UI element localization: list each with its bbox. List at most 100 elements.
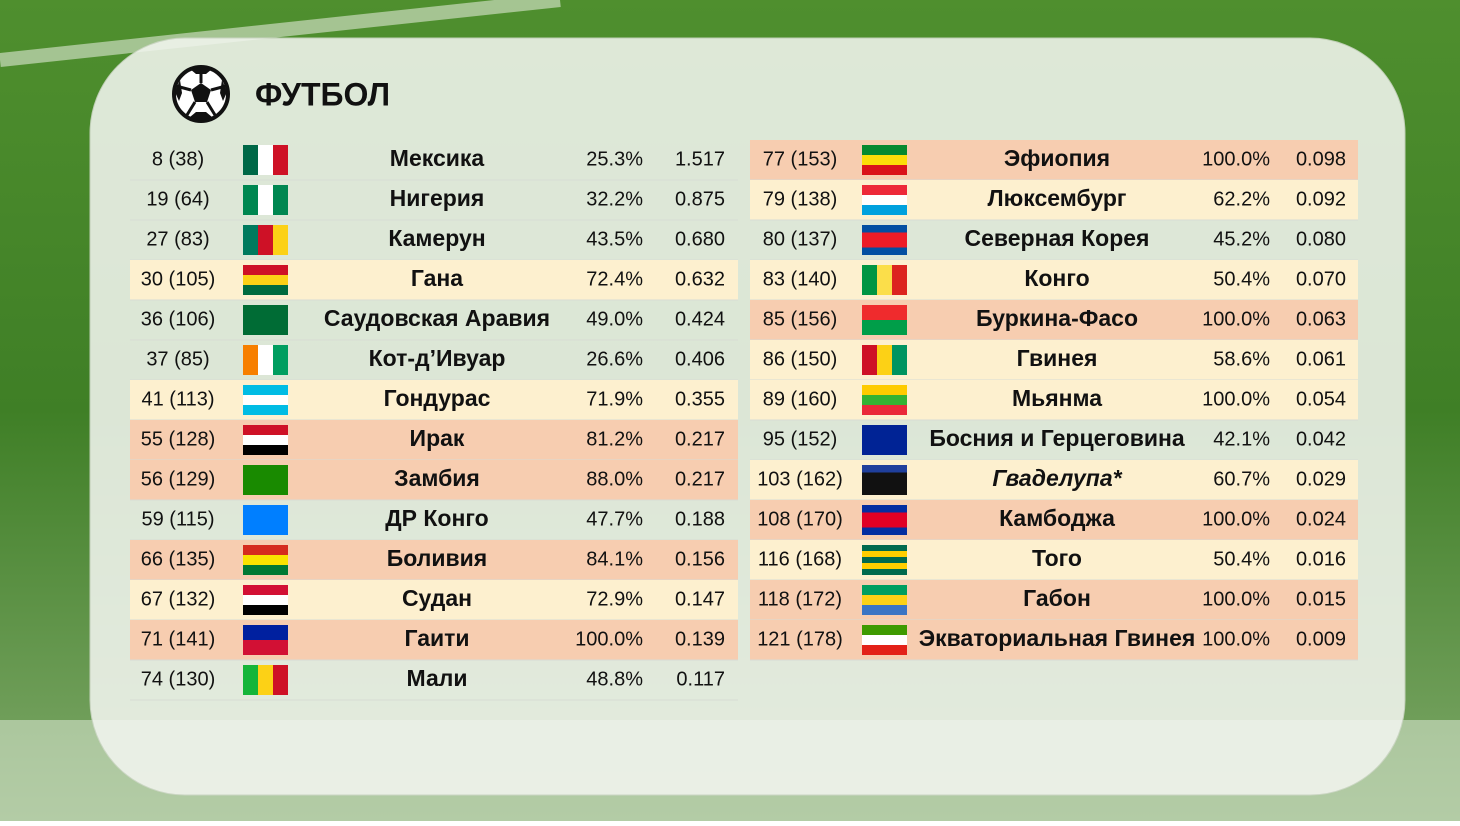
share: 62.2% bbox=[1213, 188, 1270, 210]
flag bbox=[862, 585, 907, 615]
share: 100.0% bbox=[1202, 148, 1270, 170]
rank: 79 (138) bbox=[763, 188, 838, 210]
row-background bbox=[750, 300, 1358, 340]
flag bbox=[243, 265, 288, 295]
flag bbox=[243, 545, 288, 575]
flag bbox=[243, 305, 288, 335]
flag-stripe bbox=[243, 285, 288, 295]
row-background bbox=[750, 460, 1358, 500]
flag bbox=[862, 185, 907, 215]
flag bbox=[243, 385, 288, 415]
share: 43.5% bbox=[586, 228, 643, 250]
table-row: 108 (170) Камбоджа 100.0% 0.024 bbox=[750, 500, 1358, 541]
value: 0.217 bbox=[675, 428, 725, 450]
flag-stripe bbox=[862, 425, 907, 455]
table-row: 27 (83) Камерун 43.5% 0.680 bbox=[130, 225, 738, 261]
table-row: 80 (137) Северная Корея 45.2% 0.080 bbox=[750, 225, 1358, 261]
table-row: 83 (140) Конго 50.4% 0.070 bbox=[750, 260, 1358, 301]
rank: 55 (128) bbox=[141, 428, 216, 450]
value: 0.063 bbox=[1296, 308, 1346, 330]
value: 0.147 bbox=[675, 588, 725, 610]
table-row: 77 (153) Эфиопия 100.0% 0.098 bbox=[750, 140, 1358, 181]
row-background bbox=[750, 340, 1358, 380]
rank: 67 (132) bbox=[141, 588, 216, 610]
row-background bbox=[750, 380, 1358, 420]
flag-stripe bbox=[862, 205, 907, 215]
value: 0.015 bbox=[1296, 588, 1346, 610]
row-background bbox=[130, 580, 738, 620]
flag-stripe bbox=[243, 640, 288, 655]
flag-stripe bbox=[862, 247, 907, 255]
value: 0.061 bbox=[1296, 348, 1346, 370]
row-background bbox=[750, 580, 1358, 620]
flag-stripe bbox=[258, 345, 273, 375]
flag-stripe bbox=[862, 557, 907, 563]
flag-stripe bbox=[862, 551, 907, 557]
flag-stripe bbox=[273, 225, 288, 255]
flag-stripe bbox=[862, 225, 907, 233]
flag-stripe bbox=[862, 185, 907, 195]
table-row: 116 (168) Того 50.4% 0.016 bbox=[750, 540, 1358, 581]
table-row: 41 (113) Гондурас 71.9% 0.355 bbox=[130, 380, 738, 421]
table-row: 86 (150) Гвинея 58.6% 0.061 bbox=[750, 340, 1358, 381]
flag-stripe bbox=[243, 435, 288, 445]
country-name: Ирак bbox=[410, 425, 465, 451]
rank: 19 (64) bbox=[146, 188, 209, 210]
rank: 66 (135) bbox=[141, 548, 216, 570]
flag-stripe bbox=[862, 465, 907, 473]
flag-stripe bbox=[862, 195, 907, 205]
share: 100.0% bbox=[1202, 388, 1270, 410]
flag bbox=[862, 625, 907, 655]
country-name: Босния и Герцеговина bbox=[929, 425, 1185, 451]
flag-stripe bbox=[862, 405, 907, 415]
flag-stripe bbox=[862, 487, 907, 495]
flag-stripe bbox=[243, 505, 288, 535]
flag-stripe bbox=[862, 585, 907, 595]
country-name: Камерун bbox=[388, 225, 485, 251]
flag-stripe bbox=[258, 665, 273, 695]
flag-stripe bbox=[862, 635, 907, 645]
country-name: Габон bbox=[1023, 585, 1091, 611]
flag-stripe bbox=[892, 265, 907, 295]
country-name: ДР Конго bbox=[385, 505, 488, 531]
row-background bbox=[130, 420, 738, 460]
flag-stripe bbox=[258, 145, 273, 175]
rank: 118 (172) bbox=[758, 588, 842, 610]
flag bbox=[862, 225, 907, 255]
share: 100.0% bbox=[1202, 588, 1270, 610]
flag bbox=[243, 465, 288, 495]
flag-stripe bbox=[243, 405, 288, 415]
country-name: Замбия bbox=[394, 465, 480, 491]
flag bbox=[243, 625, 288, 655]
table-row: 118 (172) Габон 100.0% 0.015 bbox=[750, 580, 1358, 621]
country-name: Экваториальная Гвинея bbox=[919, 625, 1196, 651]
flag bbox=[243, 185, 288, 215]
share: 47.7% bbox=[586, 508, 643, 530]
flag-stripe bbox=[862, 505, 907, 513]
flag-stripe bbox=[862, 472, 907, 480]
rank: 37 (85) bbox=[146, 348, 209, 370]
share: 58.6% bbox=[1213, 348, 1270, 370]
share: 72.9% bbox=[586, 588, 643, 610]
value: 0.424 bbox=[675, 308, 725, 330]
rank: 86 (150) bbox=[763, 348, 838, 370]
table-row: 95 (152) Босния и Герцеговина 42.1% 0.042 bbox=[750, 425, 1358, 461]
flag-stripe bbox=[243, 265, 288, 275]
rank: 41 (113) bbox=[141, 388, 214, 410]
flag-stripe bbox=[892, 345, 907, 375]
flag-stripe bbox=[243, 145, 258, 175]
flag bbox=[862, 465, 907, 495]
value: 0.217 bbox=[675, 468, 725, 490]
flag-stripe bbox=[877, 265, 892, 295]
table-row: 85 (156) Буркина-Фасо 100.0% 0.063 bbox=[750, 300, 1358, 341]
flag-stripe bbox=[862, 165, 907, 175]
rank: 80 (137) bbox=[763, 228, 838, 250]
country-name: Судан bbox=[402, 585, 472, 611]
flag-stripe bbox=[877, 345, 892, 375]
country-name: Конго bbox=[1024, 265, 1089, 291]
country-name: Кот-д’Ивуар bbox=[369, 345, 506, 371]
rank: 8 (38) bbox=[152, 148, 204, 170]
table-row: 8 (38) Мексика 25.3% 1.517 bbox=[130, 145, 738, 181]
